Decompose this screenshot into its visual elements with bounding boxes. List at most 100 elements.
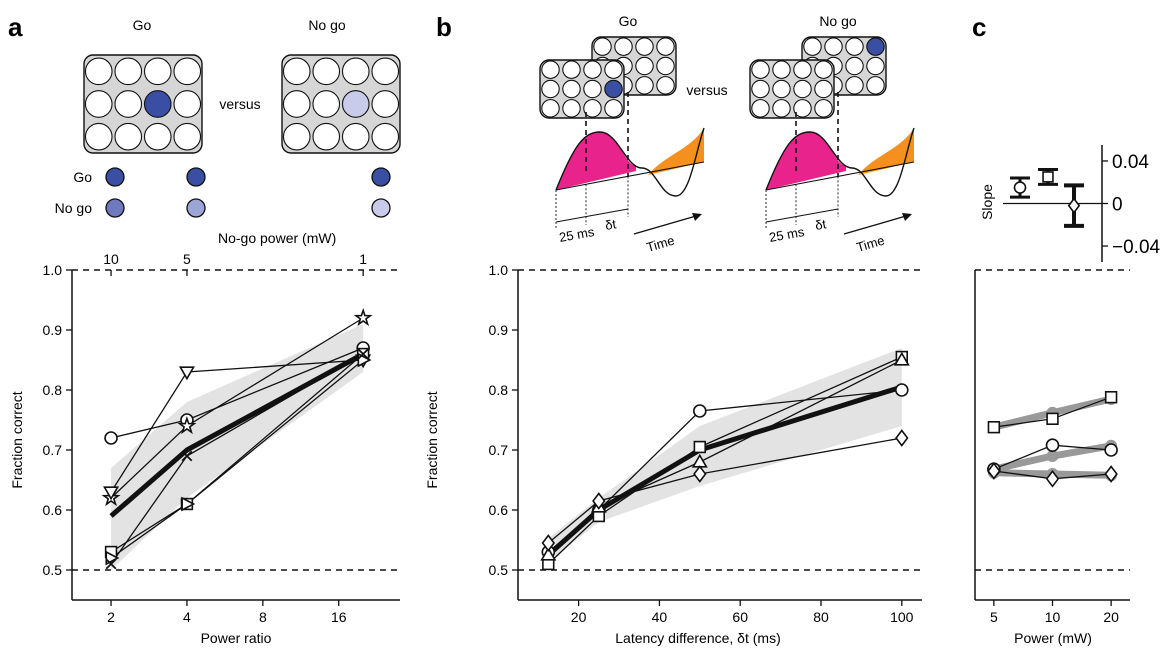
- first-stim-plate-well: [604, 99, 623, 118]
- y-tick-label: 1.0: [43, 262, 63, 278]
- time-arrow-head: [692, 213, 702, 221]
- y-tick-label: 0.5: [43, 562, 63, 578]
- waveform-baseline: [765, 161, 915, 191]
- confidence-band: [111, 324, 364, 570]
- chart-a-xlabel: Power ratio: [201, 630, 272, 646]
- y-tick-label: 0.9: [43, 322, 63, 338]
- second-stim-plate-well: [866, 37, 885, 56]
- first-stim-plate-well: [541, 79, 560, 99]
- b-nogo-title: No go: [819, 13, 857, 29]
- inset-marker-circle: [1013, 181, 1027, 194]
- first-stim-plate-well: [772, 99, 791, 118]
- go-plate-well: [84, 122, 113, 151]
- panel-b-schematic: Go No go versus 25 ms δt Time 25 ms δt Time: [539, 13, 915, 255]
- delay-label: 25 ms: [558, 224, 596, 245]
- panel-label-b: b: [436, 12, 452, 42]
- first-stim-plate-well: [583, 79, 602, 99]
- chart-c-xlabel: Power (mW): [1014, 630, 1092, 646]
- first-stim-plate-frame: [539, 59, 625, 119]
- second-stim-plate-well: [593, 37, 612, 56]
- waveform-line: [555, 127, 705, 197]
- legend-nogo-label: No go: [55, 200, 93, 216]
- x-tick-label: 20: [571, 609, 587, 625]
- y-tick-label: 0.6: [43, 502, 63, 518]
- go-plate-well: [173, 122, 202, 151]
- second-stim-plate-well: [635, 56, 654, 76]
- marker-triangle-right: [181, 496, 196, 512]
- nogo-plate-well: [312, 57, 341, 86]
- marker-triangle-down: [103, 486, 120, 501]
- first-stim-plate-well: [562, 99, 581, 118]
- timing-axis: [765, 208, 839, 223]
- marker-x: [181, 450, 193, 462]
- pulse-2-fill: [648, 128, 704, 175]
- second-stim-plate-well: [614, 37, 633, 56]
- inset-y-tick-label: −0.04: [1112, 237, 1161, 258]
- chart-b: Fraction correct Latency difference, δt …: [424, 262, 922, 646]
- top-tick-1: 1: [359, 251, 367, 267]
- go-plate-well: [173, 90, 202, 118]
- second-stim-plate-well: [656, 76, 675, 95]
- go-plate-well: [143, 90, 172, 118]
- pulse-1-fill: [556, 132, 636, 190]
- inset-marker-diamond: [1067, 197, 1081, 214]
- first-stim-plate-well: [772, 79, 791, 99]
- time-label: Time: [645, 233, 676, 255]
- x-tick-label: 5: [990, 609, 998, 625]
- chart-a-ylabel: Fraction correct: [9, 391, 25, 488]
- x-tick-label: 100: [890, 609, 914, 625]
- x-tick-label: 20: [1103, 609, 1119, 625]
- time-arrow-head: [902, 213, 912, 221]
- x-tick-label: 60: [732, 609, 748, 625]
- marker-diamond: [987, 462, 1001, 480]
- go-plate-well: [84, 90, 113, 118]
- inset-y-tick-label: 0.04: [1112, 152, 1149, 173]
- nogo-plate-frame: [281, 54, 401, 154]
- marker-star: [177, 416, 197, 435]
- second-stim-plate-well: [803, 37, 822, 56]
- nogo-plate-well: [312, 90, 341, 118]
- marker-star: [353, 308, 373, 327]
- legend-go-label: Go: [73, 169, 92, 185]
- marker-diamond: [541, 534, 556, 552]
- y-tick-label: 0.6: [489, 502, 509, 518]
- panel-a-schematic: Go No go versus Go No go No-go power (mW…: [55, 17, 401, 246]
- marker-triangle-up: [540, 546, 557, 561]
- second-stim-plate-well: [656, 56, 675, 76]
- b-go-title: Go: [619, 13, 638, 29]
- marker-diamond: [693, 465, 707, 483]
- nogo-plate-well: [312, 122, 341, 151]
- marker-circle: [1104, 443, 1118, 457]
- marker-circle: [692, 404, 707, 418]
- second-stim-plate-well: [866, 56, 885, 76]
- go-plate-well: [173, 57, 202, 86]
- go-title: Go: [133, 17, 152, 33]
- time-arrow-shaft: [633, 215, 697, 235]
- nogo-plate-well: [341, 122, 370, 151]
- nogo-plate-well: [371, 90, 400, 118]
- mean-line: [546, 384, 903, 557]
- x-tick-label: 2: [107, 609, 115, 625]
- series-line-diamond: [547, 437, 902, 544]
- x-tick-label: 8: [259, 609, 267, 625]
- pulse-1-fill: [766, 132, 846, 190]
- versus-label: versus: [219, 96, 260, 112]
- second-stim-plate-well: [845, 56, 864, 76]
- x-tick-label: 40: [652, 609, 668, 625]
- go-plate-well: [143, 57, 172, 86]
- first-stim-plate-well: [793, 99, 812, 118]
- panel-label-a: a: [8, 12, 23, 42]
- y-tick-label: 1.0: [489, 262, 509, 278]
- go-power-dot: [371, 167, 391, 187]
- dt-label: δt: [814, 216, 828, 233]
- chart-b-xlabel: Latency difference, δt (ms): [615, 630, 781, 646]
- go-plate-well: [114, 122, 143, 151]
- go-plate-frame: [83, 54, 203, 154]
- y-tick-label: 0.7: [489, 442, 509, 458]
- delay-label: 25 ms: [768, 224, 806, 245]
- second-stim-plate-well: [845, 37, 864, 56]
- marker-x: [105, 558, 117, 570]
- b-versus-label: versus: [686, 82, 727, 98]
- first-stim-plate-frame: [749, 59, 835, 119]
